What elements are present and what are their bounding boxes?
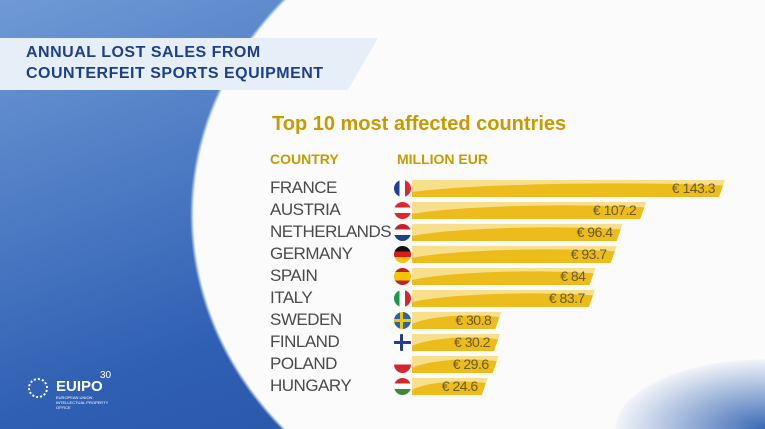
flag-it-icon	[394, 290, 411, 307]
flag-at-icon	[394, 202, 411, 219]
bar: € 107.2	[412, 202, 646, 219]
data-label: € 93.7	[570, 246, 607, 262]
bar-fill	[412, 378, 488, 395]
country-label: AUSTRIA	[270, 200, 341, 219]
data-label: € 29.6	[452, 356, 489, 372]
country-label: ITALY	[270, 288, 313, 307]
euipo-logo-icon	[28, 378, 48, 398]
data-label: € 84	[560, 268, 586, 284]
bar-fill	[412, 180, 725, 197]
logo-name: EUIPO	[56, 378, 103, 395]
bar: € 143.3	[412, 180, 725, 197]
country-label: GERMANY	[270, 244, 353, 263]
title-line-2: COUNTERFEIT SPORTS EQUIPMENT	[26, 65, 324, 82]
data-label: € 83.7	[548, 290, 585, 306]
bar-fill	[412, 246, 617, 263]
title-line-1: ANNUAL LOST SALES FROM	[26, 44, 261, 61]
bar-fill	[412, 224, 623, 241]
logo-anniversary: 30	[100, 370, 112, 381]
bar: € 30.2	[412, 334, 500, 351]
country-label: FINLAND	[270, 332, 340, 351]
euipo-logo: EUIPO 30 EUROPEAN UNION INTELLECTUAL PRO…	[28, 370, 118, 410]
bar: € 84	[412, 268, 595, 285]
title-banner: ANNUAL LOST SALES FROM COUNTERFEIT SPORT…	[0, 38, 378, 90]
country-label: SWEDEN	[270, 310, 342, 329]
bar-fill	[412, 202, 646, 219]
bar: € 83.7	[412, 290, 595, 307]
bar-fill	[412, 312, 501, 329]
bar: € 29.6	[412, 356, 499, 373]
bar-fill	[412, 356, 499, 373]
value-header: MILLION EUR	[397, 151, 488, 167]
data-label: € 107.2	[592, 202, 637, 218]
flag-de-icon	[394, 246, 411, 263]
country-label: SPAIN	[270, 266, 318, 285]
bar-fill	[412, 290, 595, 307]
bar-fill	[412, 268, 595, 285]
flag-fi-icon	[394, 334, 411, 351]
bar: € 93.7	[412, 246, 617, 263]
country-label: POLAND	[270, 354, 337, 373]
logo-subtitle: EUROPEAN UNION INTELLECTUAL PROPERTY OFF…	[56, 395, 109, 410]
bar-fill	[412, 334, 500, 351]
data-label: € 30.2	[454, 334, 490, 350]
flag-es-icon	[394, 268, 411, 285]
data-label: € 96.4	[576, 224, 613, 240]
country-label: HUNGARY	[270, 376, 352, 395]
flag-pl-icon	[394, 356, 411, 373]
data-label: € 30.8	[455, 312, 492, 328]
flag-se-icon	[394, 312, 411, 329]
data-label: € 143.3	[671, 180, 715, 196]
bar: € 30.8	[412, 312, 501, 329]
flag-nl-icon	[394, 224, 411, 241]
chart-title: Top 10 most affected countries	[272, 113, 567, 135]
country-label: FRANCE	[270, 178, 337, 197]
data-label: € 24.6	[441, 378, 478, 394]
flag-hu-icon	[394, 378, 411, 395]
country-label: NETHERLANDS	[270, 222, 392, 241]
flag-fr-icon	[394, 180, 411, 197]
bar: € 24.6	[412, 378, 488, 395]
bar: € 96.4	[412, 224, 623, 241]
country-header: COUNTRY	[270, 151, 339, 167]
